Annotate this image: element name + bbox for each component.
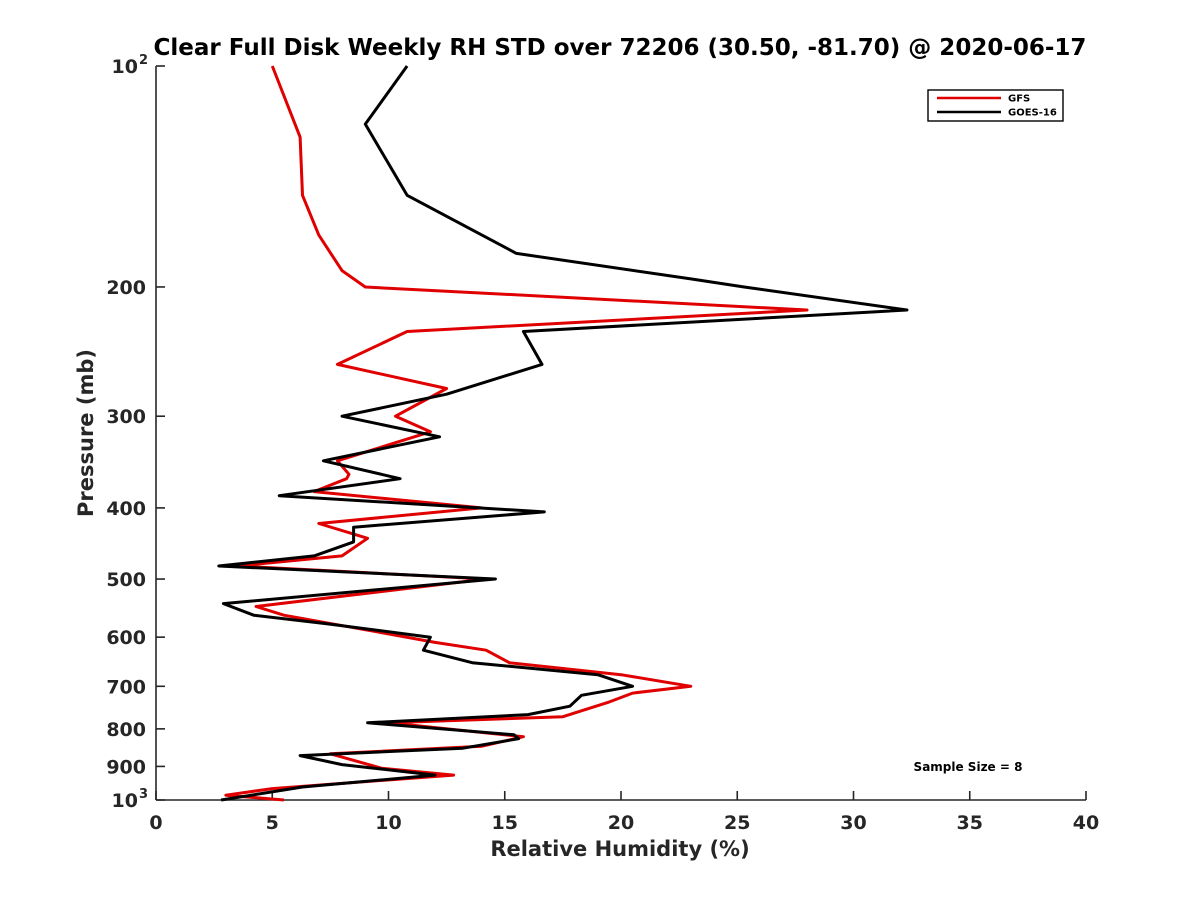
y-tick-label: 10 (112, 56, 138, 78)
y-tick-label-exponent: 3 (139, 787, 148, 802)
sample-size-annotation: Sample Size = 8 (914, 760, 1023, 774)
y-tick-label: 700 (106, 676, 146, 698)
y-axis-label: Pressure (mb) (74, 349, 98, 517)
x-tick-label: 0 (149, 812, 162, 834)
y-tick-label: 500 (106, 569, 146, 591)
legend-label-gfs: GFS (1008, 94, 1030, 105)
x-tick-label: 30 (840, 812, 866, 834)
x-axis-label: Relative Humidity (%) (490, 837, 749, 861)
y-tick-label: 900 (106, 756, 146, 778)
series-line-goes-16 (217, 65, 909, 802)
x-tick-label: 15 (492, 812, 518, 834)
legend-label-goes-16: GOES-16 (1008, 108, 1057, 119)
y-tick-label: 200 (106, 277, 146, 299)
y-tick-label: 400 (106, 498, 146, 520)
legend-box (927, 89, 1064, 122)
y-tick-label-exponent: 2 (139, 53, 148, 68)
legend: GFS GOES-16 (927, 89, 1064, 122)
y-tick-label: 10 (112, 790, 138, 812)
x-tick-label: 10 (375, 812, 401, 834)
x-tick-label: 40 (1073, 812, 1099, 834)
series-lines (217, 65, 909, 802)
x-tick-label: 20 (608, 812, 634, 834)
x-tick-label: 35 (957, 812, 983, 834)
y-tick-label: 300 (106, 406, 146, 428)
x-tick-label: 25 (724, 812, 750, 834)
chart-title: Clear Full Disk Weekly RH STD over 72206… (154, 35, 1087, 61)
y-tick-label: 600 (106, 627, 146, 649)
x-tick-label: 5 (266, 812, 279, 834)
y-tick-label: 800 (106, 719, 146, 741)
